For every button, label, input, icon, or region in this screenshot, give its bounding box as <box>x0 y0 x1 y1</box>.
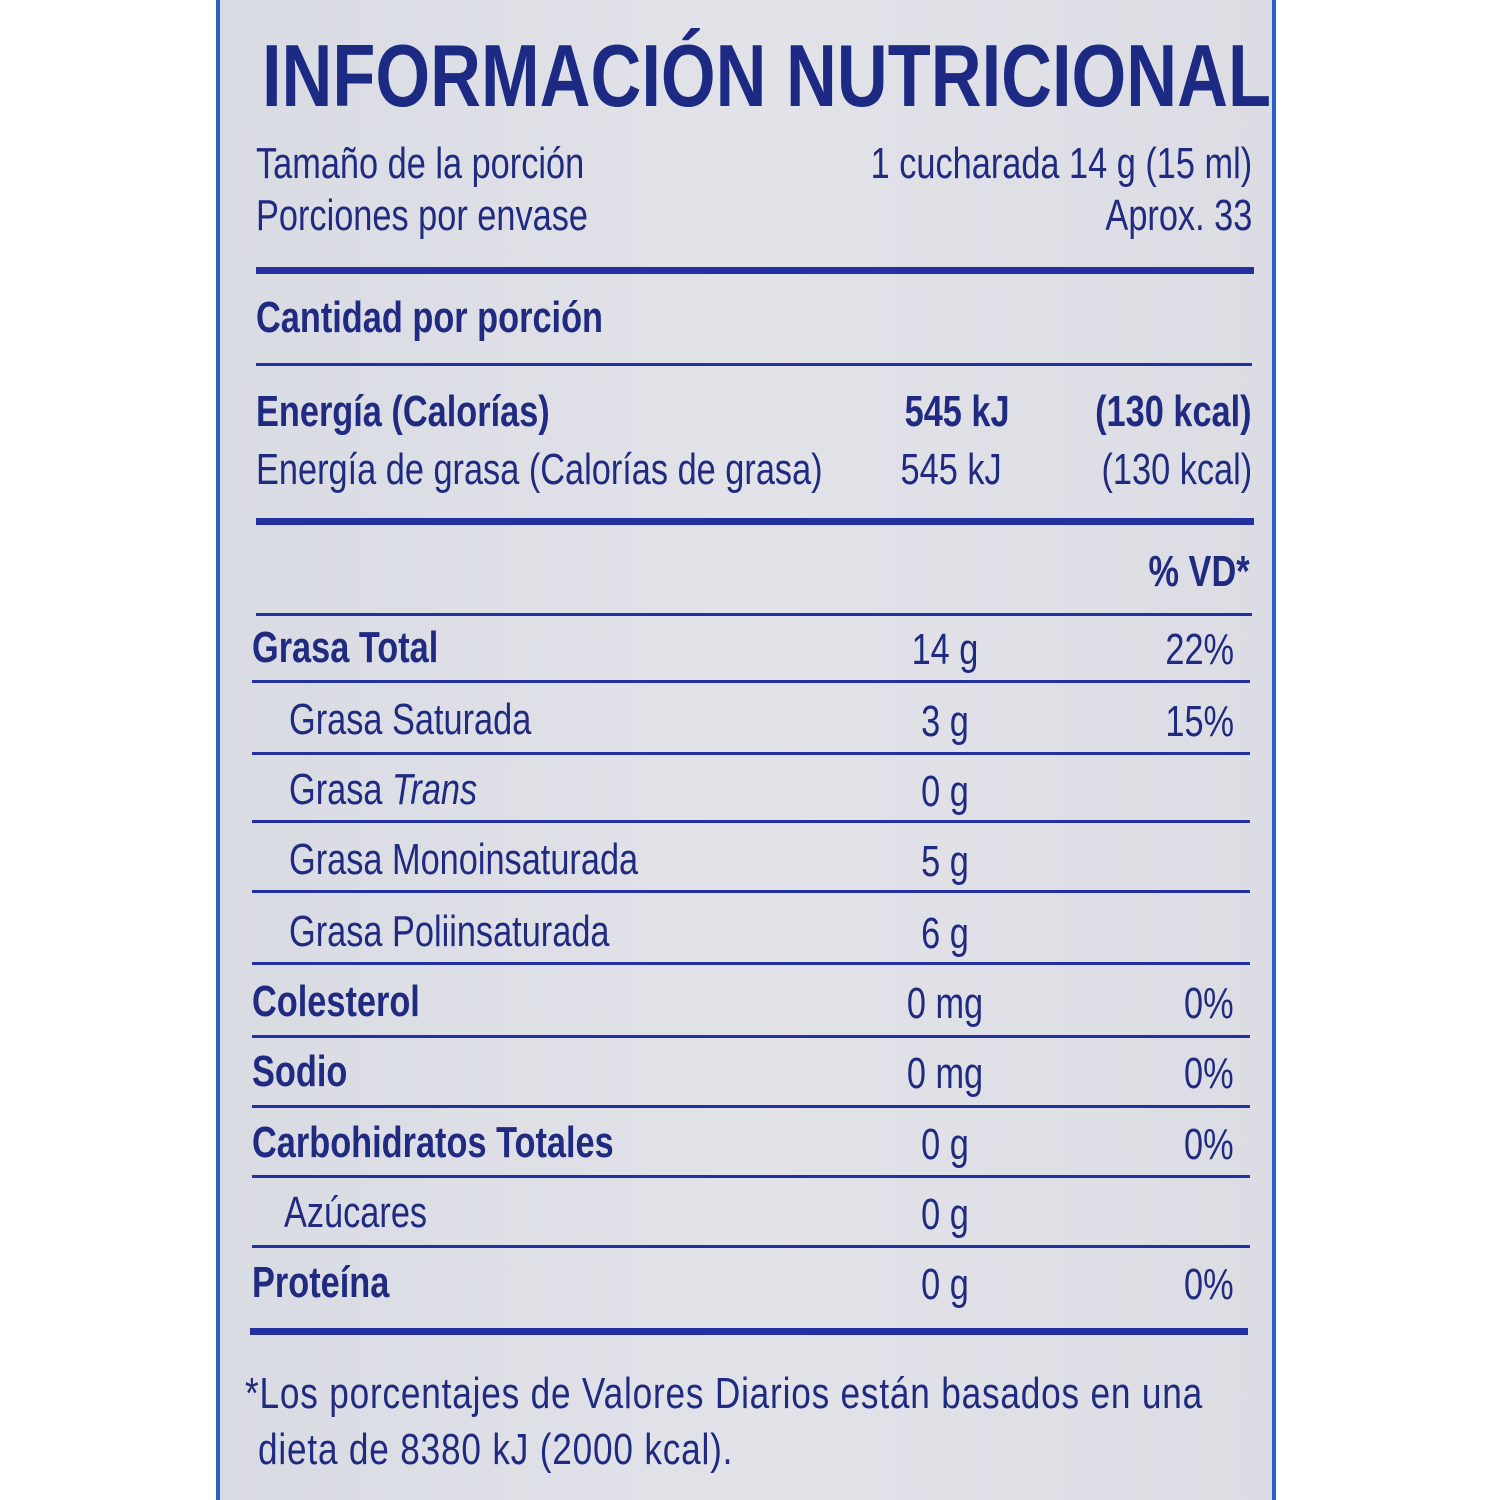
nutrient-label: Carbohidratos Totales <box>252 1121 614 1165</box>
nutrient-amount: 6 g <box>921 909 969 958</box>
amount-per-serving-heading: Cantidad por porción <box>256 293 604 342</box>
nutrient-name: Sodio <box>252 1047 348 1096</box>
row-divider <box>252 962 1250 965</box>
row-divider <box>252 890 1250 893</box>
divider <box>250 1328 1248 1335</box>
nutrient-label: Sodio <box>252 1050 347 1094</box>
nutrient-amount: 0 g <box>921 1260 969 1309</box>
label-title: INFORMACIÓN NUTRICIONAL <box>262 26 1271 125</box>
nutrient-label: Grasa Poliinsaturada <box>289 910 609 954</box>
nutrient-dv: 22% <box>1165 625 1234 674</box>
nutrient-name: Grasa Poliinsaturada <box>289 907 610 956</box>
row-divider <box>252 752 1250 755</box>
nutrient-dv: 0% <box>1184 1260 1234 1309</box>
nutrient-label: Colesterol <box>252 980 420 1024</box>
row-divider <box>252 1035 1250 1038</box>
nutrient-amount: 0 g <box>921 1190 969 1239</box>
nutrient-dv: 15% <box>1165 697 1234 746</box>
nutrient-name: Carbohidratos Totales <box>252 1118 614 1167</box>
divider <box>256 267 1254 274</box>
nutrient-dv: 0% <box>1184 979 1234 1028</box>
row-divider <box>252 820 1250 823</box>
nutrient-label: Azúcares <box>284 1191 427 1235</box>
servings-per-container-value: Aprox. 33 <box>1105 191 1252 240</box>
servings-per-container-label: Porciones por envase <box>256 191 588 240</box>
nutrient-dv: 0% <box>1184 1120 1234 1169</box>
nutrient-label: Proteína <box>252 1261 389 1305</box>
dv-header: % VD* <box>1148 547 1250 596</box>
serving-size-label: Tamaño de la porción <box>256 139 585 188</box>
divider <box>256 363 1252 366</box>
nutrient-label: Grasa Trans <box>289 768 477 812</box>
nutrient-amount: 0 g <box>921 767 969 816</box>
nutrient-amount: 0 g <box>921 1120 969 1169</box>
row-divider <box>252 1245 1250 1248</box>
nutrient-amount: 0 mg <box>906 1049 984 1098</box>
nutrition-label-panel <box>216 0 1276 1500</box>
nutrient-dv: 0% <box>1184 1049 1234 1098</box>
fat-energy-label: Energía de grasa (Calorías de grasa) <box>256 445 823 494</box>
nutrient-name: Azúcares <box>284 1188 428 1237</box>
footnote-line-2: dieta de 8380 kJ (2000 kcal). <box>258 1425 734 1474</box>
divider <box>256 518 1254 525</box>
nutrient-amount: 3 g <box>921 697 969 746</box>
serving-size-value: 1 cucharada 14 g (15 ml) <box>870 139 1252 188</box>
row-divider <box>252 680 1250 683</box>
nutrient-name: Proteína <box>252 1258 390 1307</box>
energy-label: Energía (Calorías) <box>256 387 550 436</box>
energy-kj: 545 kJ <box>905 387 1010 436</box>
nutrient-name: Colesterol <box>252 977 420 1026</box>
nutrient-name: Grasa Saturada <box>289 695 532 744</box>
nutrient-name-italic: Trans <box>391 765 478 814</box>
nutrient-label: Grasa Saturada <box>289 698 531 742</box>
nutrient-label: Grasa Monoinsaturada <box>289 838 638 882</box>
footnote-line-1: *Los porcentajes de Valores Diarios está… <box>245 1369 1203 1418</box>
nutrient-label: Grasa Total <box>252 626 438 670</box>
nutrient-amount: 14 g <box>911 625 979 674</box>
nutrient-name: Grasa Monoinsaturada <box>289 835 639 884</box>
nutrient-amount: 0 mg <box>906 979 984 1028</box>
energy-kcal: (130 kcal) <box>1095 387 1252 436</box>
nutrient-name: Grasa Total <box>252 623 439 672</box>
divider <box>256 613 1252 616</box>
nutrient-name: Grasa <box>289 765 392 814</box>
fat-energy-kj: 545 kJ <box>900 445 1002 494</box>
row-divider <box>252 1175 1250 1178</box>
fat-energy-kcal: (130 kcal) <box>1101 445 1252 494</box>
row-divider <box>252 1105 1250 1108</box>
nutrient-amount: 5 g <box>921 837 969 886</box>
